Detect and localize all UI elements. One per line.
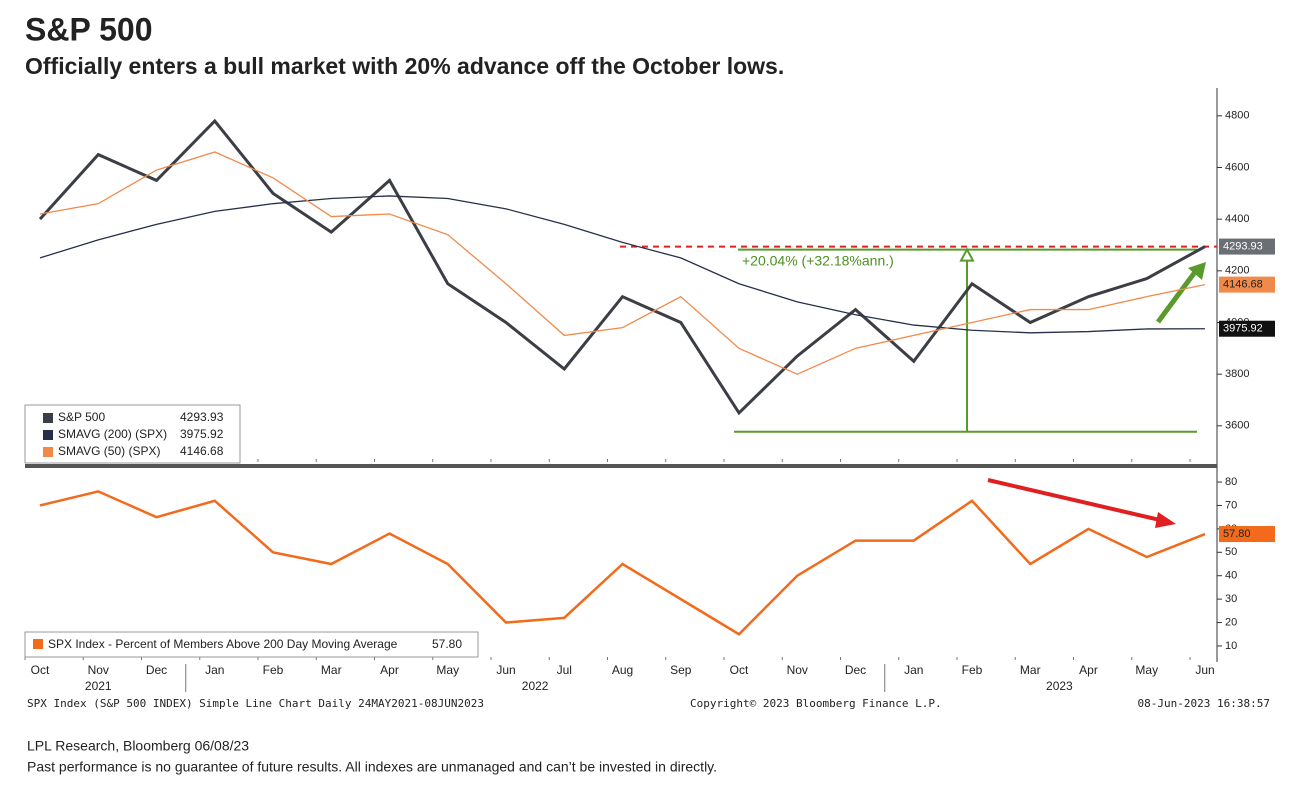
y-tick-label: 4600 xyxy=(1225,161,1249,173)
x-tick-label: Jun xyxy=(496,663,515,677)
value-box xyxy=(1219,276,1275,293)
x-tick-label: Apr xyxy=(380,663,399,677)
legend-label: SMAVG (200) (SPX) xyxy=(58,427,167,441)
red-arrow xyxy=(987,478,1161,522)
x-tick-label: Jan xyxy=(205,663,224,677)
disclaimer: Past performance is no guarantee of futu… xyxy=(27,759,717,775)
x-tick-label: Oct xyxy=(31,663,50,677)
title: S&P 500 xyxy=(25,11,153,47)
y-tick-label: 4800 xyxy=(1225,110,1249,122)
value-box xyxy=(1219,320,1275,337)
x-tick-label: Nov xyxy=(88,663,109,677)
legend-swatch xyxy=(43,413,53,423)
legend-swatch xyxy=(43,447,53,457)
x-tick-label: Dec xyxy=(146,663,167,677)
legend-label: SPX Index - Percent of Members Above 200… xyxy=(48,637,398,651)
red-arrow-head xyxy=(1155,512,1176,528)
x-year-label: 2022 xyxy=(522,679,549,693)
x-tick-label: Mar xyxy=(1020,663,1041,677)
x-year-label: 2021 xyxy=(85,679,112,693)
legend-swatch xyxy=(33,639,43,649)
y-tick-label: 3800 xyxy=(1225,368,1249,380)
annotation: +20.04% (+32.18%ann.) xyxy=(742,252,894,268)
y-tick-label: 50 xyxy=(1225,546,1237,558)
y-tick-label: 3600 xyxy=(1225,420,1249,432)
legend-label: SMAVG (50) (SPX) xyxy=(58,444,160,458)
x-tick-label: Jun xyxy=(1195,663,1214,677)
x-tick-label: Sep xyxy=(670,663,692,677)
y-tick-label: 10 xyxy=(1225,640,1237,652)
green-arrow-head xyxy=(1188,262,1206,280)
panel-divider xyxy=(25,464,1217,468)
series-line xyxy=(38,118,1206,416)
value-label: 4146.68 xyxy=(1223,279,1263,291)
y-tick-label: 70 xyxy=(1225,499,1237,511)
green-arrow xyxy=(1155,266,1201,324)
legend-value: 3975.92 xyxy=(180,427,224,441)
legend-box xyxy=(24,404,241,464)
legend-box xyxy=(24,631,479,658)
series-line xyxy=(39,195,1206,334)
legend-value: 57.80 xyxy=(432,637,462,651)
y-tick-label: 80 xyxy=(1225,476,1237,488)
footer-source: SPX Index (S&P 500 INDEX) Simple Line Ch… xyxy=(27,697,484,710)
x-tick-label: Mar xyxy=(321,663,342,677)
x-tick-label: Aug xyxy=(612,663,633,677)
x-tick-label: Feb xyxy=(263,663,284,677)
x-tick-label: Jan xyxy=(904,663,923,677)
series-line xyxy=(39,490,1206,636)
x-tick-label: Jul xyxy=(557,663,572,677)
value-label: 3975.92 xyxy=(1223,323,1263,335)
legend-label: S&P 500 xyxy=(58,410,105,424)
y-tick-label: 4400 xyxy=(1225,213,1249,225)
value-label: 57.80 xyxy=(1223,528,1251,540)
footer-copyright: Copyright© 2023 Bloomberg Finance L.P. xyxy=(690,697,942,710)
legend-value: 4146.68 xyxy=(180,444,224,458)
x-tick-label: Oct xyxy=(730,663,749,677)
x-tick-label: Nov xyxy=(787,663,808,677)
subtitle: Officially enters a bull market with 20%… xyxy=(25,53,784,79)
x-tick-label: Apr xyxy=(1079,663,1098,677)
y-tick-label: 20 xyxy=(1225,616,1237,628)
footer-timestamp: 08-Jun-2023 16:38:57 xyxy=(1138,697,1270,710)
value-box xyxy=(1219,526,1275,543)
y-tick-label: 4200 xyxy=(1225,265,1249,277)
x-tick-label: May xyxy=(1135,663,1158,677)
advance-arrow xyxy=(959,247,975,262)
value-label: 4293.93 xyxy=(1223,240,1263,252)
y-tick-label: 30 xyxy=(1225,593,1237,605)
series-line xyxy=(39,151,1206,375)
x-year-label: 2023 xyxy=(1046,679,1073,693)
x-tick-label: Feb xyxy=(962,663,983,677)
value-box xyxy=(1219,238,1275,255)
x-tick-label: May xyxy=(436,663,459,677)
x-tick-label: Dec xyxy=(845,663,866,677)
y-tick-label: 40 xyxy=(1225,570,1237,582)
legend-value: 4293.93 xyxy=(180,410,224,424)
source: LPL Research, Bloomberg 06/08/23 xyxy=(27,738,249,754)
legend-swatch xyxy=(43,430,53,440)
